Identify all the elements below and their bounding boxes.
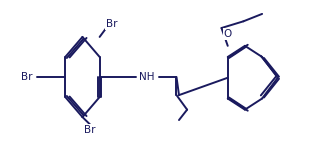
Text: NH: NH (139, 72, 155, 82)
Text: Br: Br (21, 72, 33, 82)
Text: Br: Br (106, 19, 117, 29)
Text: Br: Br (84, 125, 95, 135)
Text: O: O (224, 29, 232, 39)
